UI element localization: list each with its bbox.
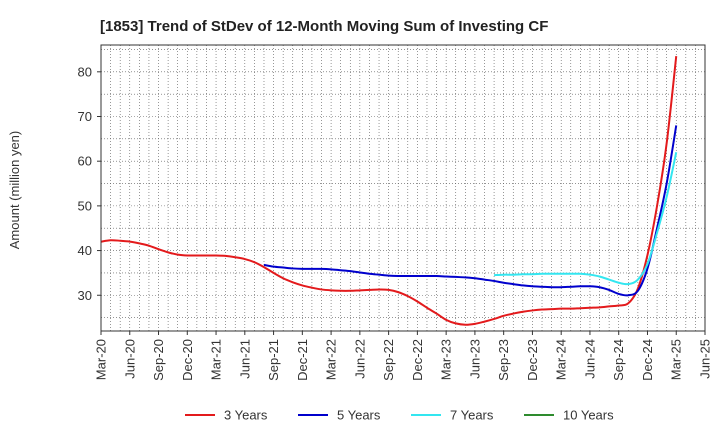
x-tick-label: Mar-24 — [554, 339, 569, 380]
x-tick-label: Jun-23 — [467, 339, 482, 379]
plot-frame — [100, 44, 706, 332]
legend-label-3-years: 3 Years — [224, 408, 268, 423]
x-tick-label: Dec-21 — [295, 339, 310, 381]
x-tick-label: Sep-22 — [381, 339, 396, 381]
y-tick-label: 50 — [78, 198, 92, 213]
x-tick-label: Sep-20 — [151, 339, 166, 381]
x-tick-label: Jun-25 — [698, 339, 713, 379]
y-tick-label: 70 — [78, 109, 92, 124]
x-tick-label: Mar-20 — [94, 339, 109, 380]
y-tick-label: 30 — [78, 288, 92, 303]
chart-title: [1853] Trend of StDev of 12-Month Moving… — [100, 18, 548, 35]
x-tick-label: Jun-22 — [352, 339, 367, 379]
x-tick-label: Jun-20 — [122, 339, 137, 379]
x-tick-label: Mar-22 — [324, 339, 339, 380]
axis-ticks: 30 40 50 60 70 80 Mar-20 Jun-20 Sep-20 Dec-20 Mar-… — [78, 64, 713, 381]
x-tick-label: Mar-23 — [439, 339, 454, 380]
x-tick-label: Mar-25 — [669, 339, 684, 380]
x-tick-label: Sep-24 — [611, 339, 626, 381]
y-axis-label: Amount (million yen) — [7, 131, 22, 250]
legend-label-5-years: 5 Years — [337, 408, 381, 423]
series-line-7-years — [494, 152, 678, 286]
grid — [101, 45, 705, 331]
y-tick-label: 80 — [78, 64, 92, 79]
series-line-3-years — [100, 56, 678, 326]
legend-label-7-years: 7 Years — [450, 408, 494, 423]
x-tick-label: Dec-23 — [525, 339, 540, 381]
legend-label-10-years: 10 Years — [563, 408, 614, 423]
series-lines — [100, 56, 678, 326]
x-tick-label: Jun-21 — [237, 339, 252, 379]
series-line-5-years — [263, 125, 678, 297]
y-tick-label: 40 — [78, 243, 92, 258]
x-tick-label: Sep-21 — [266, 339, 281, 381]
x-tick-label: Dec-22 — [410, 339, 425, 381]
x-tick-label: Dec-24 — [640, 339, 655, 381]
legend: 3 Years 5 Years 7 Years 10 Years — [185, 408, 614, 423]
x-tick-label: Dec-20 — [180, 339, 195, 381]
x-tick-label: Jun-24 — [582, 339, 597, 379]
x-tick-label: Mar-21 — [209, 339, 224, 380]
x-tick-label: Sep-23 — [496, 339, 511, 381]
y-tick-label: 60 — [78, 154, 92, 169]
